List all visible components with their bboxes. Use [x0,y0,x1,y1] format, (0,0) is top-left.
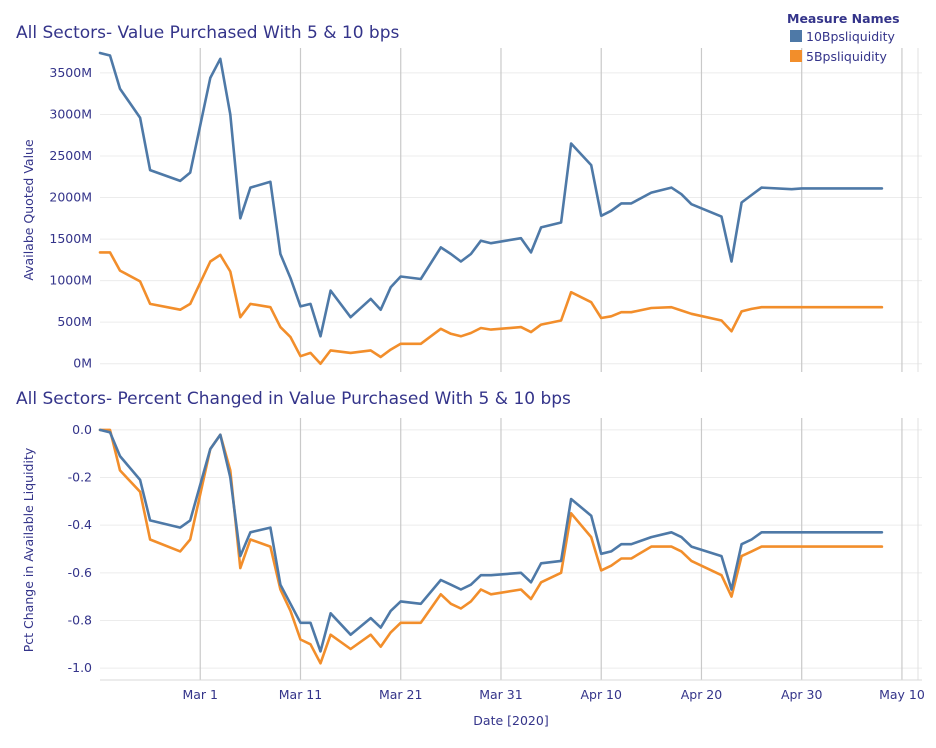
legend-swatch-5bps [790,50,802,62]
y-tick-label: 0.0 [72,422,92,437]
x-axis-title: Date [2020] [473,713,548,728]
x-tick-labels: Mar 1 Mar 11 Mar 21 Mar 31 Apr 10 Apr 20 Apr 3… [182,687,924,702]
x-axis: Mar 1 Mar 11 Mar 21 Mar 31 Apr 10 Apr 20 Apr 3… [100,679,925,728]
x-tick-label: Mar 1 [182,687,218,702]
y-tick-label: 1500M [49,231,92,246]
legend-label-10bps[interactable]: 10Bpsliquidity [806,29,896,44]
y-tick-label: -0.2 [68,470,92,485]
y-tick-label: 1000M [49,273,92,288]
bottom-chart-title: All Sectors- Percent Changed in Value Pu… [16,389,571,409]
legend-title: Measure Names [787,11,900,26]
x-tick-label: Apr 30 [781,687,823,702]
legend-label-5bps[interactable]: 5Bpsliquidity [806,49,888,64]
y-tick-label: -0.8 [68,612,92,627]
y-tick-label: -1.0 [68,660,92,675]
x-tick-label: Mar 31 [479,687,522,702]
legend-swatch-10bps [790,30,802,42]
y-tick-label: 0M [73,356,92,371]
series-line-5bpsliquidity[interactable] [98,251,884,366]
bottom-grid [100,418,922,680]
series-line-10bpsliquidity[interactable] [98,428,884,653]
top-panel: All Sectors- Value Purchased With 5 & 10… [16,23,922,372]
x-tick-label: Apr 10 [580,687,622,702]
bottom-y-ticks: 0.0 -0.2 -0.4 -0.6 -0.8 -1.0 [68,422,92,675]
top-y-axis-title: Availabe Quoted Value [21,139,36,281]
legend: Measure Names 10Bpsliquidity 5Bpsliquidi… [787,11,900,64]
y-tick-label: 3000M [49,106,92,121]
y-tick-label: -0.6 [68,565,92,580]
x-tick-label: Mar 21 [379,687,422,702]
bottom-y-axis-title: Pct Change in Available Liquidity [21,447,36,652]
bottom-series-lines [98,428,884,665]
x-tick-label: Apr 20 [681,687,723,702]
bottom-panel: All Sectors- Percent Changed in Value Pu… [16,389,922,680]
y-tick-label: -0.4 [68,517,92,532]
top-y-ticks: 0M 500M 1000M 1500M 2000M 2500M 3000M 3500M [49,65,92,371]
x-tick-label: Mar 11 [279,687,322,702]
top-chart-title: All Sectors- Value Purchased With 5 & 10… [16,23,400,43]
series-line-5bpsliquidity[interactable] [98,428,884,665]
y-tick-label: 500M [57,314,92,329]
y-tick-label: 2000M [49,190,92,205]
series-line-10bpsliquidity[interactable] [98,51,884,338]
y-tick-label: 3500M [49,65,92,80]
x-tick-label: May 10 [879,687,925,702]
y-tick-label: 2500M [49,148,92,163]
top-grid [100,48,922,372]
top-series-lines [98,51,884,366]
